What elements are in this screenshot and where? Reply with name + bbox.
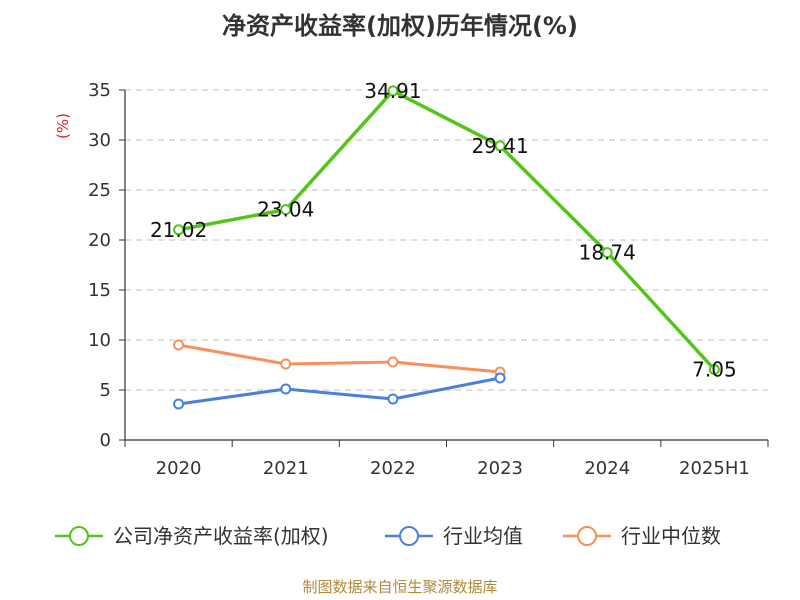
series-layer: 21.02 23.04 34.91 29.41 18.74 7.05 bbox=[150, 79, 737, 410]
legend-label: 公司净资产收益率(加权) bbox=[113, 524, 329, 548]
data-label: 23.04 bbox=[257, 198, 314, 222]
series-0: 21.02 23.04 34.91 29.41 18.74 7.05 bbox=[150, 79, 737, 382]
legend-label: 行业中位数 bbox=[621, 524, 721, 548]
data-point bbox=[387, 85, 399, 97]
series-line bbox=[178, 376, 501, 406]
y-axis-label: (%) bbox=[54, 113, 72, 139]
data-point bbox=[387, 393, 399, 405]
y-tick-label: 5 bbox=[100, 380, 111, 401]
x-tick-label: 2021 bbox=[263, 458, 309, 479]
y-tick-label: 0 bbox=[100, 430, 111, 451]
y-tick-label: 20 bbox=[88, 230, 111, 251]
x-tick-label: 2025H1 bbox=[679, 458, 750, 479]
series-1 bbox=[173, 372, 506, 410]
data-point bbox=[173, 339, 185, 351]
legend: 公司净资产收益率(加权) 行业均值 行业中位数 bbox=[55, 524, 721, 548]
series-line bbox=[178, 343, 501, 374]
grid bbox=[125, 89, 768, 391]
data-point bbox=[173, 224, 185, 236]
data-point bbox=[280, 204, 292, 216]
data-label: 34.91 bbox=[364, 79, 421, 103]
data-point bbox=[494, 372, 506, 384]
legend-label: 行业均值 bbox=[443, 524, 523, 548]
data-point bbox=[173, 398, 185, 410]
x-tick-label: 2023 bbox=[477, 458, 523, 479]
series-line bbox=[178, 89, 716, 371]
y-tick-label: 15 bbox=[88, 280, 111, 301]
data-point bbox=[280, 383, 292, 395]
data-point bbox=[387, 356, 399, 368]
data-label: 18.74 bbox=[579, 241, 636, 265]
x-tick-label: 2024 bbox=[584, 458, 630, 479]
legend-item: 行业中位数 bbox=[563, 524, 721, 548]
chart-title: 净资产收益率(加权)历年情况(%) bbox=[222, 12, 578, 40]
data-point bbox=[494, 140, 506, 152]
series-2 bbox=[173, 339, 506, 378]
data-point bbox=[708, 364, 720, 375]
y-tick-label: 30 bbox=[88, 130, 111, 151]
legend-item: 公司净资产收益率(加权) bbox=[55, 524, 329, 548]
x-tick-label: 2022 bbox=[370, 458, 416, 479]
source-note: 制图数据来自恒生聚源数据库 bbox=[302, 578, 497, 596]
y-tick-label: 10 bbox=[88, 330, 111, 351]
legend-marker bbox=[399, 526, 419, 546]
y-tick-label: 35 bbox=[88, 80, 111, 101]
data-label: 29.41 bbox=[471, 134, 528, 158]
data-label: 7.05 bbox=[692, 358, 737, 382]
data-point bbox=[601, 247, 613, 259]
x-tick-label: 2020 bbox=[156, 458, 202, 479]
legend-marker bbox=[69, 526, 89, 546]
y-tick-label: 25 bbox=[88, 180, 111, 201]
axes: 0 5 10 15 20 25 30 35 2020 2021 2022 2023 2024 2025H1 bbox=[88, 80, 769, 479]
data-label: 21.02 bbox=[150, 218, 207, 242]
legend-marker bbox=[577, 526, 597, 546]
legend-item: 行业均值 bbox=[385, 524, 523, 548]
data-point bbox=[280, 358, 292, 370]
